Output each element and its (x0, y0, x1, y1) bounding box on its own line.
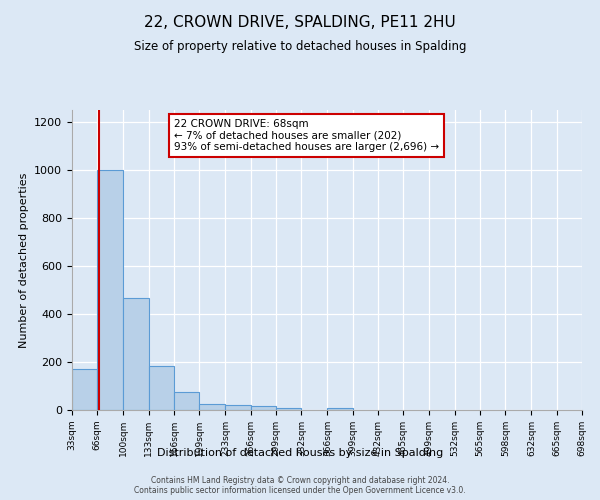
Bar (276, 408, 301, 410)
Text: Size of property relative to detached houses in Spalding: Size of property relative to detached ho… (134, 40, 466, 53)
Text: Contains public sector information licensed under the Open Government Licence v3: Contains public sector information licen… (134, 486, 466, 495)
Bar (226, 405, 251, 410)
Text: 22, CROWN DRIVE, SPALDING, PE11 2HU: 22, CROWN DRIVE, SPALDING, PE11 2HU (144, 15, 456, 30)
Bar (328, 408, 353, 410)
Bar (72, 369, 97, 410)
Text: 22 CROWN DRIVE: 68sqm
← 7% of detached houses are smaller (202)
93% of semi-deta: 22 CROWN DRIVE: 68sqm ← 7% of detached h… (174, 119, 439, 152)
Bar (149, 366, 174, 410)
Text: Contains HM Land Registry data © Crown copyright and database right 2024.: Contains HM Land Registry data © Crown c… (151, 476, 449, 485)
Y-axis label: Number of detached properties: Number of detached properties (19, 172, 29, 348)
Bar (174, 392, 199, 410)
Bar (251, 406, 276, 410)
Bar (97, 170, 122, 410)
Text: Distribution of detached houses by size in Spalding: Distribution of detached houses by size … (157, 448, 443, 458)
Bar (124, 298, 149, 410)
Bar (199, 404, 224, 410)
